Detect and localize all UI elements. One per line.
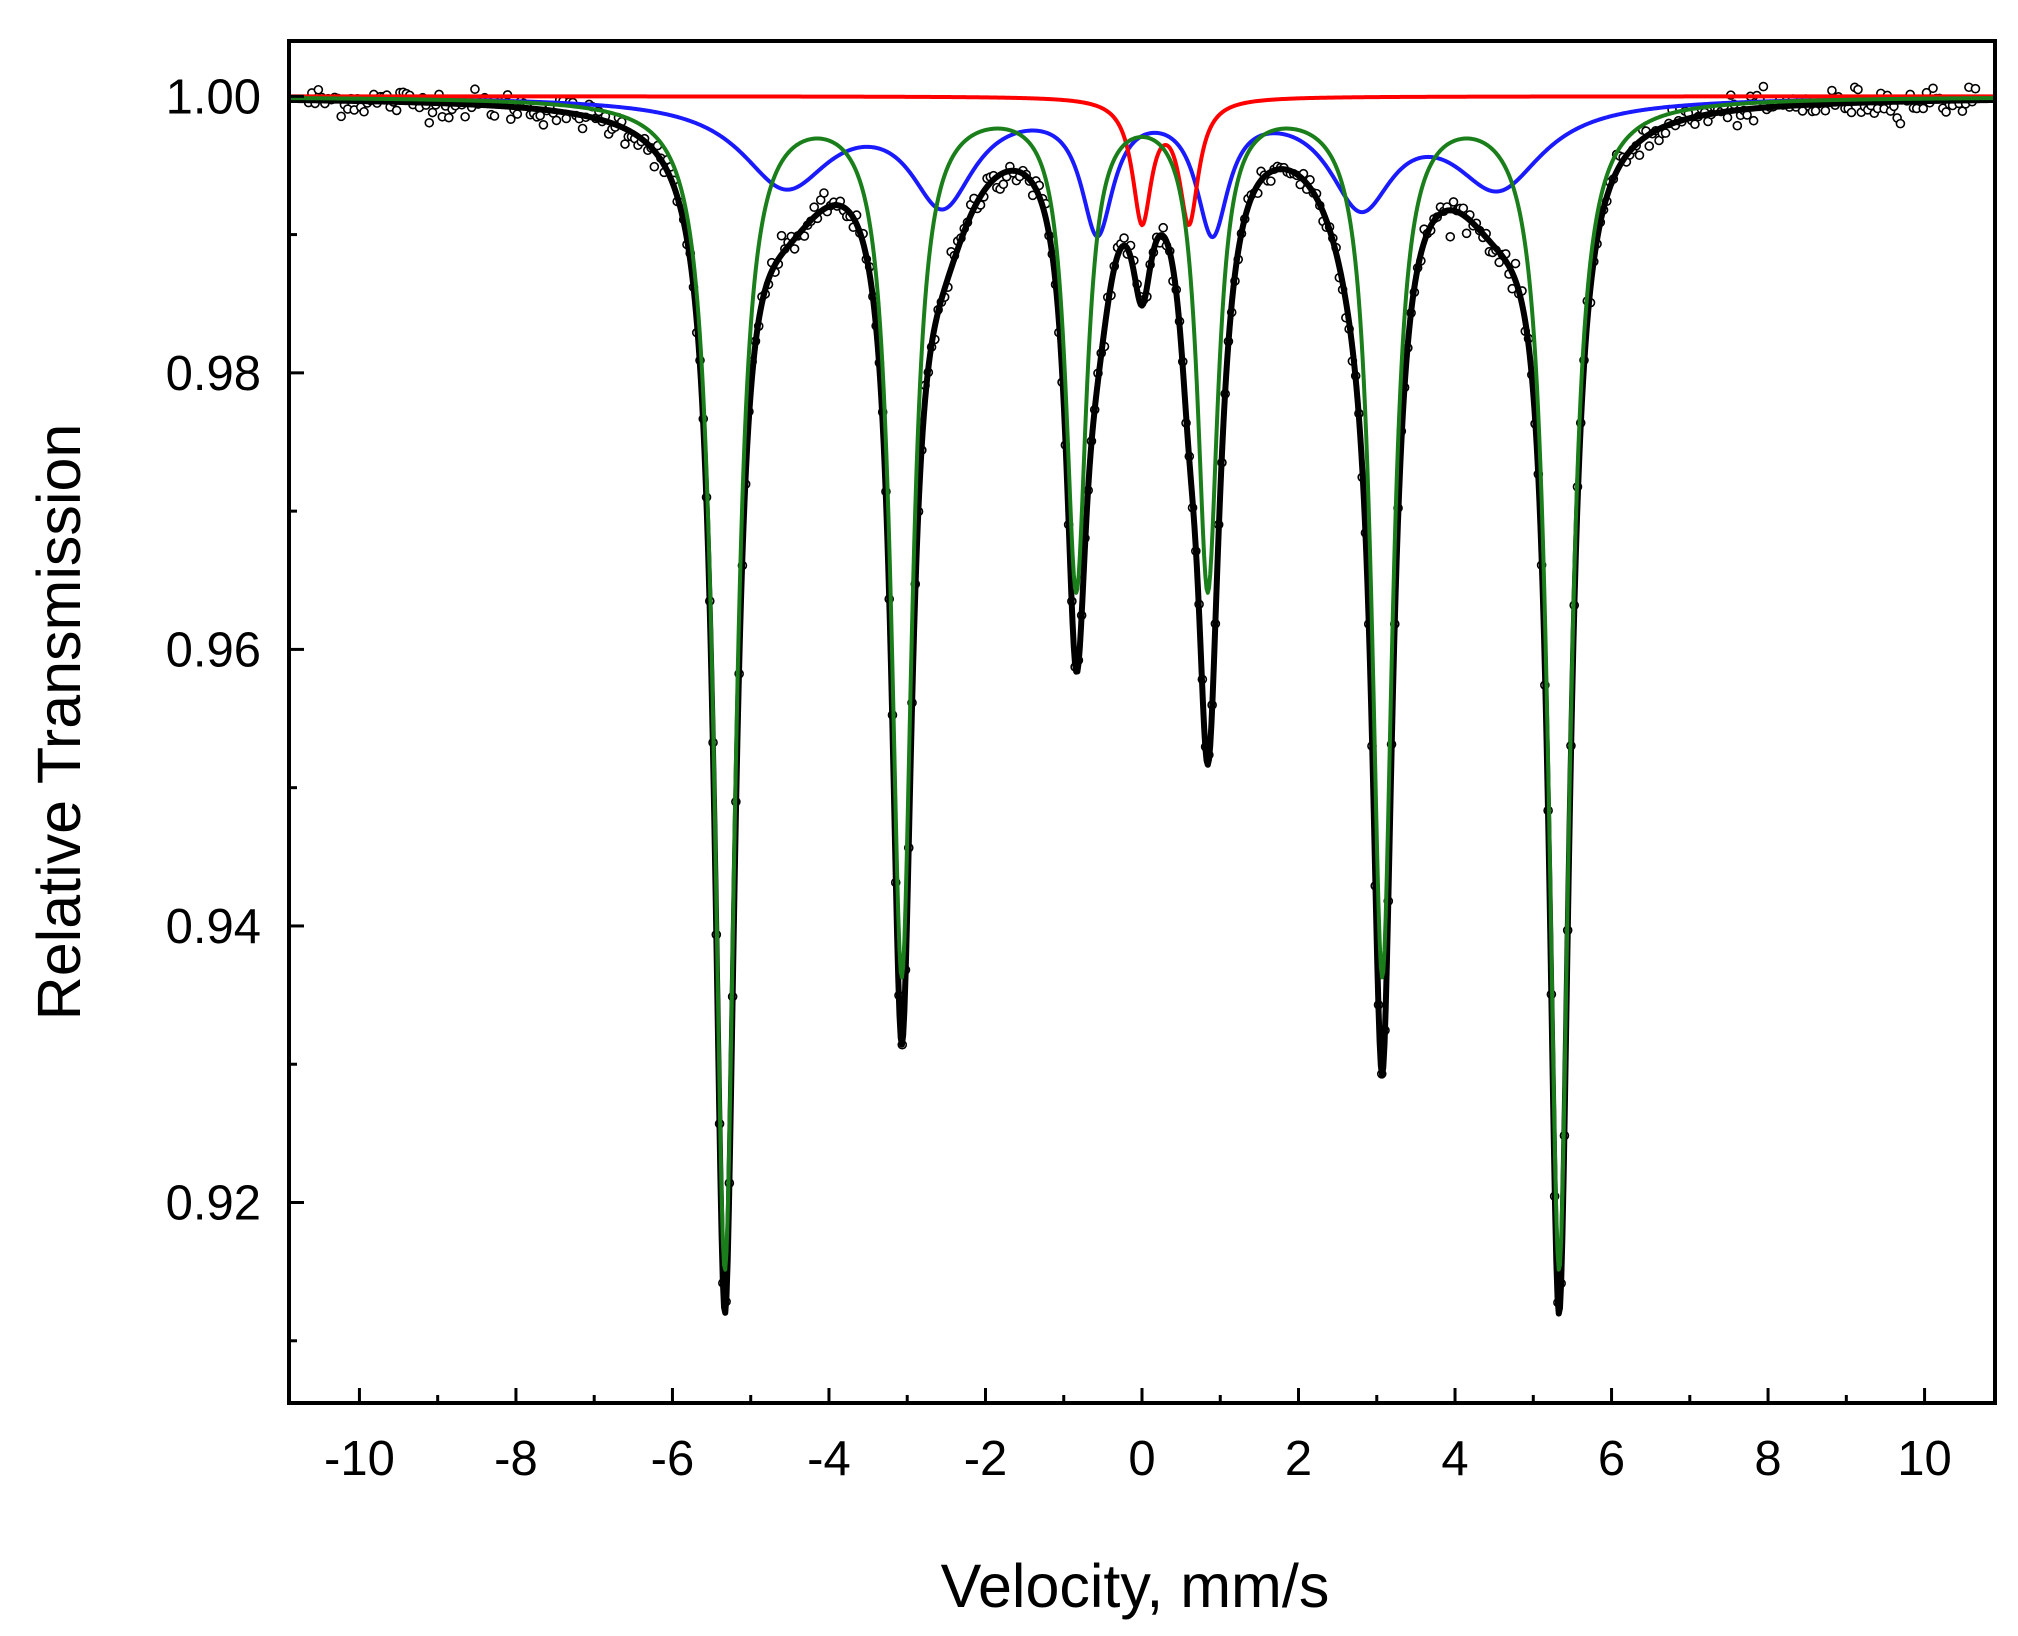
y-axis-title: Relative Transmission xyxy=(25,424,93,1021)
x-tick-label: -6 xyxy=(651,1432,695,1486)
data-point xyxy=(1644,141,1655,151)
series-line-doublet xyxy=(288,94,1996,228)
data-point xyxy=(460,111,470,122)
data-point xyxy=(470,84,480,95)
data-point xyxy=(1510,258,1521,269)
data-point xyxy=(819,188,829,198)
y-tick-label: 0.96 xyxy=(166,623,261,677)
x-tick-label: 8 xyxy=(1754,1432,1781,1486)
data-point xyxy=(577,123,588,134)
data-point xyxy=(1748,115,1759,126)
data-point xyxy=(1158,222,1168,233)
data-point xyxy=(538,120,549,130)
x-tick-label: -10 xyxy=(324,1432,395,1486)
data-point xyxy=(1634,150,1645,161)
data-point xyxy=(1461,228,1472,239)
y-tick-label: 1.00 xyxy=(166,70,261,124)
y-tick-labels: 0.92 0.94 0.96 0.98 1.00 xyxy=(166,70,261,1230)
x-tick-label: -4 xyxy=(807,1432,851,1486)
data-point xyxy=(427,107,438,118)
data-point xyxy=(1119,233,1129,243)
data-point xyxy=(336,111,346,122)
data-point xyxy=(1918,103,1929,114)
x-tick-label: 6 xyxy=(1598,1432,1625,1486)
data-point xyxy=(424,117,435,128)
y-tick-label: 0.92 xyxy=(166,1177,261,1231)
data-point xyxy=(551,115,562,126)
data-point xyxy=(506,114,516,124)
data-point xyxy=(1445,231,1456,242)
data-point xyxy=(1448,197,1459,207)
fit-lines xyxy=(287,94,1997,1317)
x-tick-label: 2 xyxy=(1285,1432,1312,1486)
x-tick-label: 0 xyxy=(1128,1432,1155,1486)
y-tick-label: 0.98 xyxy=(166,347,261,401)
data-point xyxy=(649,161,660,172)
data-point xyxy=(313,84,324,95)
data-point xyxy=(1895,118,1906,129)
x-tick-labels: -10 -8 -6 -4 -2 0 2 4 6 8 10 xyxy=(324,1432,1952,1486)
plot-frame xyxy=(287,39,1997,1405)
series-line-fit-envelope xyxy=(287,96,1997,1317)
x-tick-label: 4 xyxy=(1441,1432,1468,1486)
data-point xyxy=(1690,119,1700,129)
data-point xyxy=(1846,107,1857,118)
x-tick-label: 10 xyxy=(1897,1432,1952,1486)
x-tick-label: -8 xyxy=(494,1432,538,1486)
data-point xyxy=(444,112,454,123)
series-line-sextet-1 xyxy=(288,96,1996,1272)
data-point xyxy=(1827,85,1837,96)
data-point xyxy=(1266,176,1276,186)
data-point xyxy=(489,111,500,121)
data-point xyxy=(1941,107,1951,117)
data-point xyxy=(789,244,800,254)
data-point xyxy=(776,230,787,241)
data-point xyxy=(998,179,1009,190)
data-point xyxy=(1732,120,1743,131)
data-point xyxy=(1853,84,1863,95)
data-point xyxy=(1970,83,1981,94)
data-point xyxy=(1820,105,1831,116)
data-point xyxy=(1928,83,1938,94)
x-tick-label: -2 xyxy=(964,1432,1008,1486)
data-point xyxy=(359,106,369,117)
data-point xyxy=(391,105,402,116)
data-point xyxy=(809,202,819,212)
axes-ticks xyxy=(289,94,1927,1403)
data-point xyxy=(1758,81,1769,92)
y-tick-label: 0.94 xyxy=(166,900,261,954)
data-point xyxy=(512,109,523,119)
x-axis-title: Velocity, mm/s xyxy=(941,1552,1330,1620)
